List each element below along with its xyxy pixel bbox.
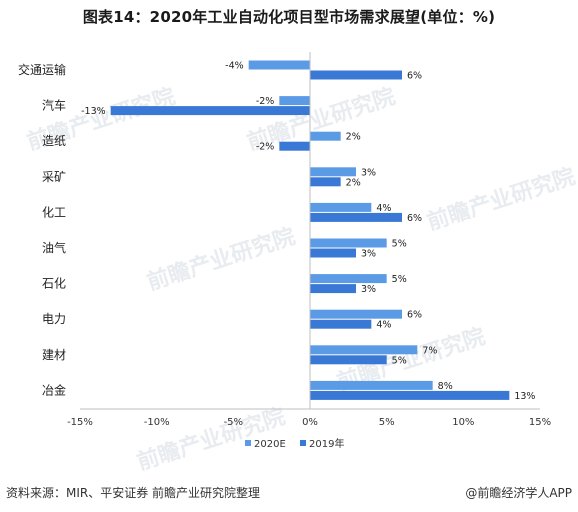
bar: [310, 238, 387, 248]
value-labels: -4%6%-2%-13%2%-2%3%2%4%6%5%3%5%3%6%4%7%5…: [81, 61, 535, 402]
watermark-text: 前瞻产业研究院: [424, 163, 578, 235]
data-label: -2%: [256, 96, 275, 107]
data-label: 8%: [438, 381, 453, 392]
data-label: 7%: [422, 345, 437, 356]
data-label: 6%: [407, 71, 422, 82]
bar: [310, 70, 402, 80]
data-label: 6%: [407, 310, 422, 321]
data-label: 2%: [346, 132, 361, 143]
x-axis: -15% -10% -5% 0% 5% 10% 15%: [67, 52, 551, 428]
bar: [310, 131, 341, 141]
legend-swatch: [245, 440, 251, 446]
category-label: 建材: [42, 348, 66, 362]
chart-title: 图表14：2020年工业自动化项目型市场需求展望(单位：%): [82, 8, 496, 26]
data-label: -2%: [256, 142, 275, 153]
data-label: 5%: [392, 274, 407, 285]
x-tick-label: -5%: [224, 417, 243, 428]
data-label: 6%: [407, 213, 422, 224]
bar: [310, 380, 433, 390]
bars: [110, 60, 510, 400]
bar: [310, 202, 372, 212]
x-tick-label: 0%: [302, 417, 318, 428]
category-label: 汽车: [42, 98, 66, 113]
category-label: 冶金: [42, 382, 66, 397]
bar: [248, 60, 310, 70]
legend-swatch: [300, 440, 306, 446]
category-label: 化工: [42, 205, 66, 219]
data-label: 4%: [376, 203, 391, 214]
bar: [279, 96, 310, 106]
legend: 2020E 2019年: [245, 437, 344, 450]
bar: [310, 284, 356, 294]
bar: [310, 248, 356, 258]
category-label: 造纸: [42, 134, 66, 148]
x-tick-label: 10%: [452, 417, 474, 428]
category-label: 采矿: [42, 170, 66, 184]
bar: [279, 141, 310, 151]
bar: [310, 355, 387, 365]
category-label: 油气: [42, 240, 66, 255]
data-label: -13%: [81, 106, 106, 117]
bar: [110, 106, 311, 116]
legend-entry: 2020E: [254, 439, 286, 450]
x-tick-label: 15%: [529, 417, 551, 428]
data-label: 13%: [514, 391, 535, 402]
category-label: 电力: [42, 312, 66, 326]
watermark-text: 前瞻产业研究院: [144, 223, 299, 295]
data-label: 3%: [361, 167, 376, 178]
legend-entry: 2019年: [309, 437, 344, 450]
bar: [310, 309, 402, 319]
data-label: 4%: [376, 320, 391, 331]
x-tick-label: 5%: [379, 417, 395, 428]
data-label: 3%: [361, 284, 376, 295]
source-note: 资料来源：MIR、平安证券 前瞻产业研究院整理: [6, 486, 261, 500]
category-label: 交通运输: [18, 62, 66, 77]
bar: [310, 390, 510, 400]
x-tick-label: -15%: [67, 417, 93, 428]
data-label: 3%: [361, 249, 376, 260]
data-label: 2%: [346, 177, 361, 188]
x-tick-label: -10%: [144, 417, 170, 428]
bar: [310, 345, 418, 355]
credit-note: @前瞻经济学人APP: [465, 486, 572, 500]
bar: [310, 319, 372, 329]
bar: [310, 212, 402, 222]
data-label: 5%: [392, 239, 407, 250]
bar: [310, 167, 356, 177]
bar: [310, 274, 387, 284]
category-label: 石化: [42, 277, 66, 291]
data-label: -4%: [225, 61, 244, 72]
bar: [310, 177, 341, 187]
data-label: 5%: [392, 355, 407, 366]
